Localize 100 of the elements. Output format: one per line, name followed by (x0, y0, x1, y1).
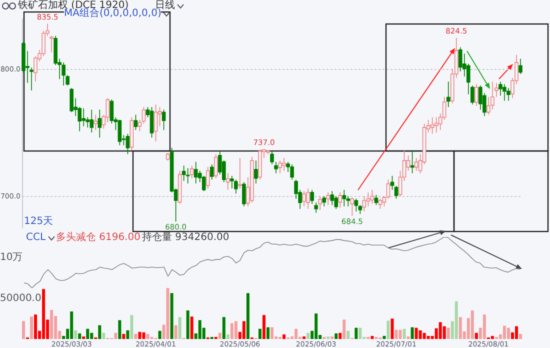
bar (470, 310, 474, 340)
bar (370, 336, 374, 340)
candlestick (394, 186, 398, 200)
candlestick (442, 96, 446, 120)
bar (474, 333, 478, 340)
bar (90, 333, 94, 340)
candlestick (50, 35, 54, 53)
candlestick (206, 166, 210, 189)
candlestick (154, 104, 158, 142)
bar (226, 334, 230, 340)
bar (190, 316, 194, 340)
bar (234, 321, 238, 340)
candlestick (378, 198, 382, 210)
bar (70, 312, 74, 340)
candlestick (350, 197, 354, 216)
candlestick (290, 164, 294, 180)
bar (330, 336, 334, 340)
bar (166, 288, 170, 340)
bar (334, 334, 338, 340)
bar (146, 334, 150, 340)
bar (502, 326, 506, 340)
bar (78, 334, 82, 340)
bar (454, 302, 458, 340)
bar (438, 322, 442, 340)
candlestick (70, 88, 74, 113)
bar (382, 336, 386, 340)
bar (126, 330, 130, 340)
candlestick (106, 98, 110, 123)
candlestick (162, 109, 166, 130)
candlestick (94, 114, 98, 130)
candlestick (342, 189, 346, 207)
candlestick (118, 119, 122, 146)
candlestick (242, 182, 246, 207)
bar (490, 336, 494, 340)
candlestick (386, 179, 390, 200)
bar (414, 328, 418, 340)
bar (86, 329, 90, 340)
bar (506, 328, 510, 340)
bar (118, 320, 122, 340)
bar (50, 310, 54, 340)
candlestick (506, 88, 510, 102)
bar (34, 314, 38, 340)
candlestick (374, 194, 378, 206)
candlestick (214, 154, 218, 179)
candlestick (274, 161, 278, 174)
bar (306, 333, 310, 340)
bar (158, 331, 162, 340)
candlestick (270, 151, 274, 165)
candlestick (282, 158, 286, 172)
candlestick (182, 165, 186, 182)
candlestick (434, 116, 438, 133)
bar (218, 333, 222, 340)
bar (482, 314, 486, 340)
candlestick (502, 84, 506, 102)
candlestick (142, 106, 146, 124)
candlestick (338, 192, 342, 208)
candlestick (322, 196, 326, 207)
bar (102, 333, 106, 340)
annotation: CCL (26, 232, 46, 243)
bar (30, 316, 34, 340)
bar (230, 323, 234, 340)
bar (302, 336, 306, 340)
bar (418, 330, 422, 340)
candlestick (194, 161, 198, 184)
candlestick (138, 119, 142, 132)
bar (518, 334, 522, 340)
annotation: 多头减仓 6196.00 (56, 232, 141, 243)
candlestick (90, 109, 94, 133)
candlestick (362, 196, 366, 212)
candlestick (318, 196, 322, 211)
bar (458, 317, 462, 340)
bar (142, 332, 146, 340)
candlestick (62, 62, 66, 86)
annotation: 125天 (24, 216, 54, 227)
bar (114, 333, 118, 340)
bar (402, 329, 406, 340)
candlestick (110, 99, 114, 124)
bar (266, 328, 270, 340)
candlestick (150, 106, 154, 138)
candlestick (238, 158, 242, 189)
annotation: 50000.0 (0, 293, 42, 304)
candlestick (498, 81, 502, 96)
bar (422, 333, 426, 340)
bar (354, 328, 358, 340)
bar (198, 320, 202, 340)
candlestick (326, 192, 330, 206)
bar (270, 328, 274, 340)
bar (170, 293, 174, 340)
bar (82, 336, 86, 340)
candlestick (314, 202, 318, 214)
bar (134, 334, 138, 340)
annotation: 持仓量 934260.00 (142, 232, 230, 243)
bar (342, 320, 346, 340)
bar (358, 328, 362, 340)
candlestick (430, 116, 434, 134)
bar (514, 326, 518, 340)
candlestick (306, 188, 310, 210)
candlestick (474, 84, 478, 106)
bar (242, 321, 246, 340)
candlestick (302, 190, 306, 207)
